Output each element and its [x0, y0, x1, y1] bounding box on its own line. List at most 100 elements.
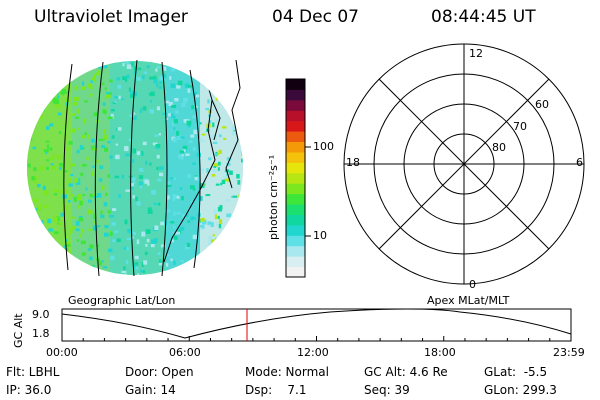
speckle-pixel — [192, 188, 196, 191]
speckle-pixel — [29, 236, 34, 240]
speckle-pixel — [225, 96, 229, 100]
speckle-pixel — [104, 224, 109, 229]
speckle-pixel — [65, 101, 69, 107]
speckle-pixel — [177, 80, 183, 86]
timeline-ylabel: GC Alt — [12, 313, 25, 348]
speckle-pixel — [238, 61, 241, 66]
speckle-pixel — [89, 256, 93, 261]
speckle-pixel — [202, 72, 207, 75]
speckle-pixel — [126, 64, 132, 70]
speckle-pixel — [186, 120, 192, 126]
speckle-pixel — [118, 95, 121, 100]
speckle-pixel — [190, 201, 194, 204]
speckle-pixel — [170, 221, 175, 224]
speckle-pixel — [50, 88, 55, 93]
speckle-pixel — [88, 228, 93, 232]
speckle-pixel — [51, 165, 56, 170]
speckle-pixel — [92, 270, 96, 273]
speckle-pixel — [45, 140, 50, 143]
date-label: 04 Dec 07 — [272, 7, 359, 27]
colorbar-band — [286, 131, 305, 143]
speckle-pixel — [135, 266, 139, 270]
speckle-pixel — [197, 176, 200, 181]
speckle-pixel — [28, 223, 34, 227]
speckle-pixel — [66, 244, 71, 247]
speckle-pixel — [205, 107, 210, 111]
speckle-pixel — [167, 209, 171, 213]
speckle-pixel — [124, 219, 128, 225]
speckle-pixel — [93, 74, 96, 78]
speckle-pixel — [210, 222, 214, 227]
speckle-pixel — [122, 63, 125, 67]
speckle-pixel — [58, 112, 62, 116]
speckle-pixel — [105, 94, 111, 99]
speckle-pixel — [168, 101, 173, 107]
speckle-pixel — [239, 77, 243, 81]
speckle-pixel — [39, 115, 43, 120]
speckle-pixel — [145, 244, 148, 247]
speckle-pixel — [68, 178, 71, 183]
speckle-pixel — [137, 273, 140, 275]
speckle-pixel — [241, 158, 243, 163]
speckle-pixel — [91, 145, 95, 150]
speckle-pixel — [45, 86, 51, 90]
speckle-pixel — [92, 271, 96, 274]
speckle-pixel — [220, 182, 223, 186]
colorbar — [286, 79, 305, 278]
speckle-pixel — [122, 76, 128, 80]
speckle-pixel — [89, 193, 94, 198]
speckle-pixel — [145, 229, 151, 234]
speckle-pixel — [229, 235, 235, 238]
speckle-pixel — [128, 138, 132, 142]
speckle-pixel — [215, 183, 220, 186]
info-glat: GLat: -5.5 — [484, 365, 548, 379]
speckle-pixel — [98, 69, 101, 75]
speckle-pixel — [93, 213, 96, 219]
speckle-pixel — [132, 159, 135, 163]
colorbar-band — [286, 224, 305, 236]
speckle-pixel — [155, 144, 161, 149]
speckle-pixel — [184, 83, 190, 88]
speckle-pixel — [197, 274, 200, 275]
speckle-pixel — [179, 187, 183, 191]
speckle-pixel — [139, 185, 143, 189]
speckle-pixel — [42, 187, 47, 191]
speckle-pixel — [65, 70, 70, 76]
speckle-pixel — [144, 179, 150, 184]
speckle-pixel — [97, 258, 100, 262]
speckle-pixel — [218, 224, 222, 229]
speckle-pixel — [104, 232, 109, 237]
speckle-pixel — [130, 93, 135, 99]
speckle-pixel — [125, 61, 130, 65]
speckle-pixel — [143, 71, 148, 74]
speckle-pixel — [75, 181, 81, 185]
speckle-pixel — [47, 218, 52, 224]
speckle-pixel — [135, 196, 138, 202]
speckle-pixel — [171, 68, 176, 72]
timeline-xtick-1: 06:00 — [169, 346, 201, 359]
speckle-pixel — [80, 172, 84, 177]
speckle-pixel — [85, 187, 88, 191]
speckle-pixel — [98, 138, 104, 141]
speckle-pixel — [193, 129, 198, 135]
speckle-pixel — [37, 224, 40, 227]
speckle-pixel — [91, 138, 95, 143]
speckle-pixel — [91, 171, 95, 176]
speckle-pixel — [99, 165, 104, 170]
speckle-pixel — [191, 105, 195, 110]
speckle-pixel — [57, 95, 60, 99]
speckle-pixel — [241, 239, 243, 244]
speckle-pixel — [149, 109, 153, 114]
speckle-pixel — [180, 136, 185, 139]
speckle-pixel — [59, 190, 64, 193]
speckle-pixel — [225, 199, 231, 202]
colorbar-tick-label-10: 10 — [313, 229, 327, 242]
speckle-pixel — [70, 174, 74, 177]
colorbar-band — [286, 99, 305, 111]
speckle-pixel — [109, 79, 113, 83]
speckle-pixel — [123, 266, 126, 270]
speckle-pixel — [171, 66, 175, 69]
speckle-pixel — [49, 269, 55, 273]
speckle-pixel — [156, 154, 160, 159]
